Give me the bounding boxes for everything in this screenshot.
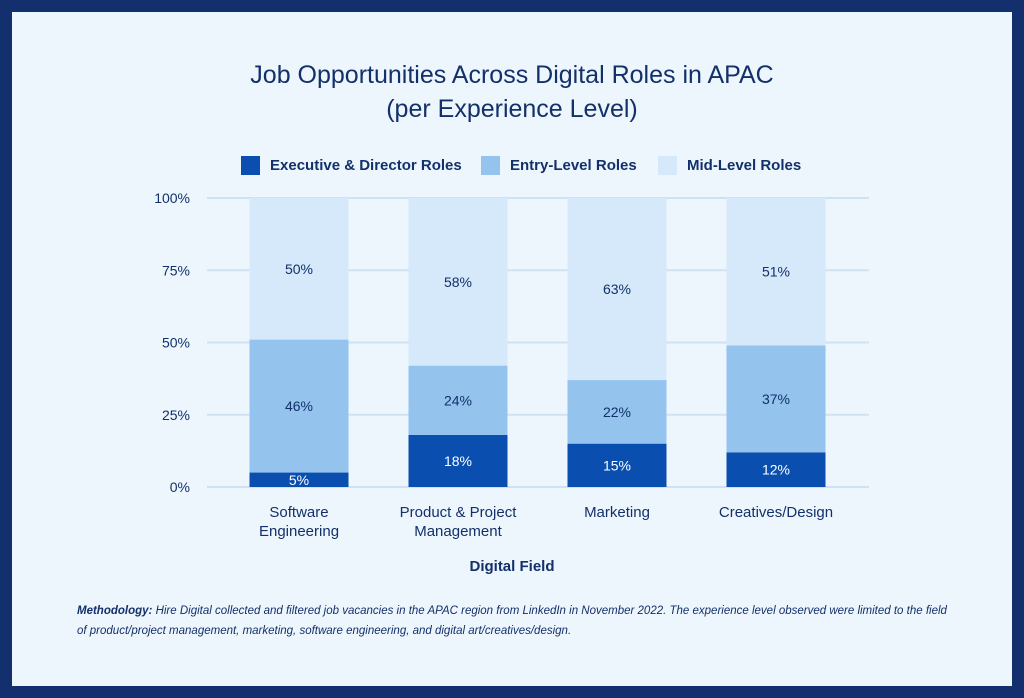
bar-segment — [726, 198, 826, 346]
bar-segment — [567, 443, 667, 487]
bar-segment — [408, 198, 508, 366]
legend-label-mid: Mid-Level Roles — [687, 156, 802, 174]
legend-entry: Entry-Level Roles — [481, 155, 637, 175]
chart-title-line-2: (per Experience Level) — [386, 95, 638, 123]
bar-segment — [408, 434, 508, 487]
legend-label-executive: Executive & Director Roles — [270, 156, 462, 174]
y-tick-label: 50% — [162, 335, 190, 351]
chart-title-line-1: Job Opportunities Across Digital Roles i… — [250, 61, 774, 89]
x-category-label: Product & Project — [400, 504, 518, 521]
x-category-label: Marketing — [584, 504, 650, 521]
bar-segment — [408, 365, 508, 435]
legend-swatch-executive — [241, 155, 260, 175]
legend-swatch-entry — [481, 155, 500, 175]
bar-segment — [249, 472, 349, 487]
data-label: 24% — [444, 392, 472, 408]
bar-segment — [249, 198, 349, 340]
bar-segment — [726, 345, 826, 453]
methodology-label: Methodology: — [77, 605, 153, 617]
data-label: 22% — [603, 404, 631, 420]
bar-segment — [726, 452, 826, 487]
methodology-note: Methodology: Hire Digital collected and … — [77, 601, 957, 641]
bar-segment — [567, 380, 667, 444]
y-tick-label: 25% — [162, 407, 190, 423]
data-label: 37% — [762, 391, 790, 407]
x-category-label: Engineering — [259, 523, 339, 540]
data-label: 51% — [762, 264, 790, 280]
data-label: 5% — [289, 472, 309, 488]
data-label: 46% — [285, 398, 313, 414]
stacked-bar-chart: 0% 25% 50% 75% 100% 5% 46% 50% Software Engineeri… — [154, 190, 869, 540]
chart-card: Job Opportunities Across Digital Roles i… — [12, 12, 1012, 686]
y-tick-label: 75% — [162, 262, 190, 278]
bar-segment — [249, 339, 349, 473]
data-label: 58% — [444, 274, 472, 290]
methodology-text: Hire Digital collected and filtered job … — [77, 605, 947, 637]
bar-segment — [567, 198, 667, 381]
legend-mid: Mid-Level Roles — [658, 155, 801, 175]
legend-label-entry: Entry-Level Roles — [510, 156, 637, 174]
x-category-label: Management — [414, 523, 502, 540]
x-axis-title: Digital Field — [469, 558, 555, 575]
legend-swatch-mid — [658, 155, 677, 175]
data-label: 18% — [444, 453, 472, 469]
y-tick-label: 100% — [154, 190, 190, 206]
data-label: 50% — [285, 261, 313, 277]
data-label: 63% — [603, 281, 631, 297]
data-label: 12% — [762, 462, 790, 478]
legend-executive: Executive & Director Roles — [241, 155, 462, 175]
data-label: 15% — [603, 457, 631, 473]
x-category-label: Creatives/Design — [719, 504, 833, 521]
x-category-label: Software — [269, 504, 328, 521]
y-tick-label: 0% — [170, 479, 190, 495]
